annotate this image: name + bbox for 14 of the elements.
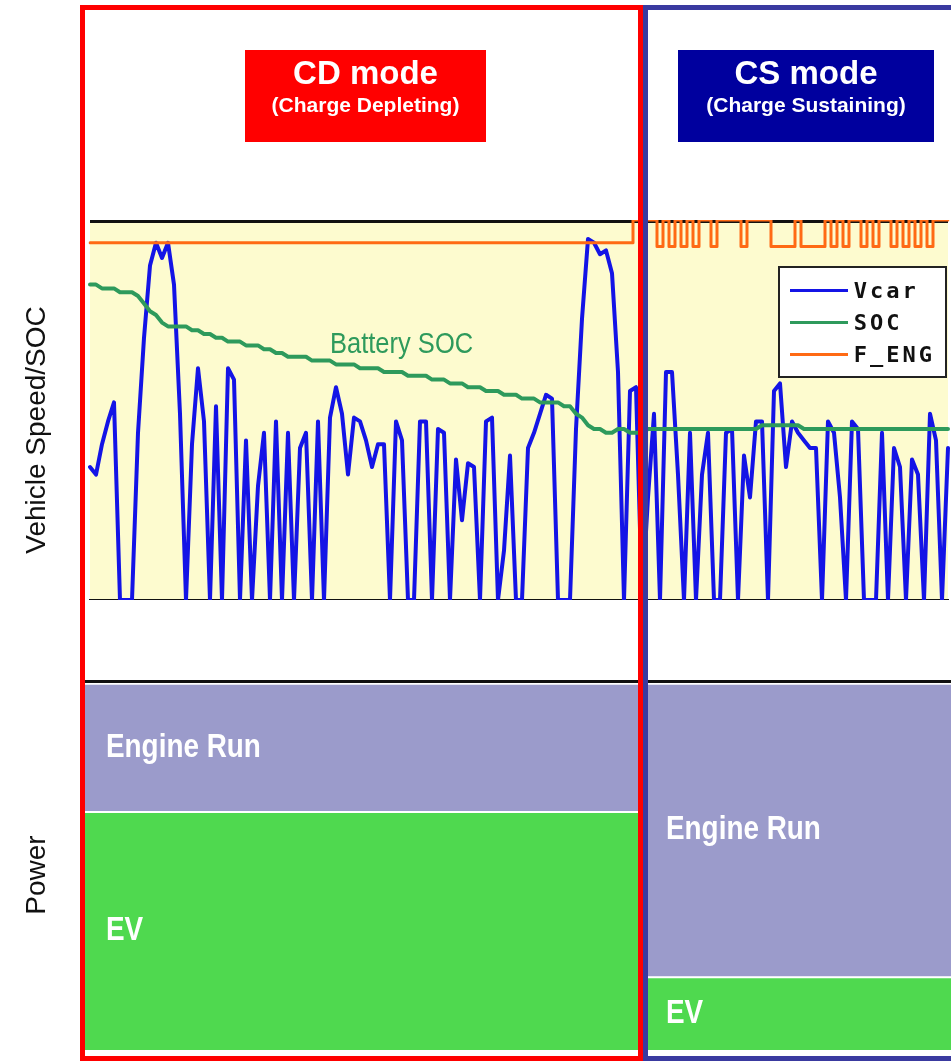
legend-label: F_ENG xyxy=(853,341,935,367)
series-label: Engine Run xyxy=(666,808,821,847)
series-label: EV xyxy=(666,992,704,1031)
annotation: Battery SOC xyxy=(330,326,474,360)
text: (Charge Depleting) xyxy=(270,92,461,118)
legend-label: SOC xyxy=(853,309,903,335)
legend-label: Vcar xyxy=(853,277,919,303)
y-axis-title: Vehicle Speed/SOC xyxy=(20,306,52,554)
text: CD mode xyxy=(292,54,439,92)
y-axis-title: Power xyxy=(20,835,52,915)
text: (Charge Sustaining) xyxy=(705,92,907,118)
text: EV xyxy=(106,909,144,948)
text: CS mode xyxy=(733,54,879,92)
text: Engine Run xyxy=(106,725,261,765)
